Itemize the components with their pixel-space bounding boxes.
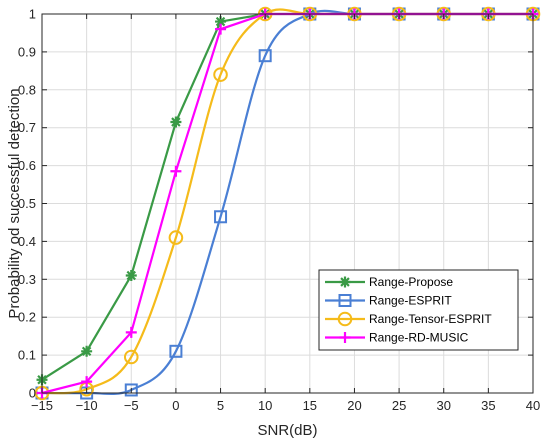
axis-ticks: −15 −10 −5 0 5 10 15 20 25 30 35 40 0 0.1 0.2 0.3 0.4 0.5… bbox=[18, 7, 540, 414]
y-tick-label: 0.6 bbox=[18, 158, 36, 173]
legend-marker bbox=[339, 276, 351, 288]
y-tick-label: 0.2 bbox=[18, 310, 36, 325]
legend-marker bbox=[339, 332, 351, 343]
legend-label: Range-RD-MUSIC bbox=[369, 331, 469, 345]
data-point-range-propose bbox=[81, 345, 93, 357]
legend-marker bbox=[338, 294, 352, 307]
x-tick-label: 10 bbox=[258, 398, 272, 413]
data-point-range-esprit bbox=[214, 210, 228, 224]
x-tick-label: 35 bbox=[481, 398, 495, 413]
x-tick-label: 40 bbox=[526, 398, 540, 413]
legend: Range-Propose Range-ESPRIT Range-Tensor-ES… bbox=[318, 269, 519, 351]
legend-label: Range-Propose bbox=[369, 275, 453, 289]
legend-item-range-rd-music: Range-RD-MUSIC bbox=[325, 331, 469, 345]
legend-item-range-tensor-esprit: Range-Tensor-ESPRIT bbox=[325, 311, 492, 327]
grid bbox=[42, 14, 533, 393]
x-tick-label: −5 bbox=[124, 398, 139, 413]
y-tick-label: 0.8 bbox=[18, 82, 36, 97]
x-tick-label: 0 bbox=[172, 398, 179, 413]
data-point-range-propose bbox=[125, 270, 137, 282]
y-tick-label: 0.9 bbox=[18, 44, 36, 59]
data-point-range-rd-music bbox=[125, 326, 137, 338]
y-tick-label: 0.3 bbox=[18, 272, 36, 287]
legend-marker bbox=[337, 311, 353, 327]
y-tick-label: 0.1 bbox=[18, 348, 36, 363]
x-tick-label: −15 bbox=[31, 398, 53, 413]
y-tick-label: 0.5 bbox=[18, 196, 36, 211]
data-point-range-esprit bbox=[169, 344, 183, 358]
data-point-range-propose bbox=[170, 116, 182, 128]
y-tick-label: 0.4 bbox=[18, 234, 36, 249]
y-tick-label: 0 bbox=[29, 386, 36, 401]
x-tick-label: 15 bbox=[303, 398, 317, 413]
data-point-range-propose bbox=[215, 16, 227, 28]
y-axis-label: Probability od successful detection bbox=[6, 88, 23, 318]
data-point-range-tensor-esprit bbox=[168, 230, 184, 245]
x-tick-label: 30 bbox=[436, 398, 450, 413]
data-point-range-rd-music bbox=[215, 23, 227, 35]
legend-item-range-propose: Range-Propose bbox=[325, 275, 453, 289]
data-point-range-tensor-esprit bbox=[213, 67, 228, 82]
data-point-range-esprit bbox=[124, 383, 138, 397]
data-point-range-rd-music bbox=[170, 165, 182, 177]
y-tick-label: 0.7 bbox=[18, 120, 36, 135]
data-point-range-rd-music bbox=[81, 376, 93, 388]
x-tick-label: −10 bbox=[76, 398, 98, 413]
x-axis-label: SNR(dB) bbox=[257, 422, 317, 439]
data-point-range-tensor-esprit bbox=[123, 349, 139, 365]
x-tick-label: 5 bbox=[217, 398, 224, 413]
y-tick-label: 1 bbox=[29, 7, 36, 22]
legend-label: Range-Tensor-ESPRIT bbox=[369, 312, 492, 326]
data-point-range-esprit bbox=[258, 49, 272, 63]
legend-item-range-esprit: Range-ESPRIT bbox=[325, 294, 452, 308]
legend-label: Range-ESPRIT bbox=[369, 294, 452, 308]
x-tick-label: 20 bbox=[347, 398, 361, 413]
x-tick-label: 25 bbox=[392, 398, 406, 413]
